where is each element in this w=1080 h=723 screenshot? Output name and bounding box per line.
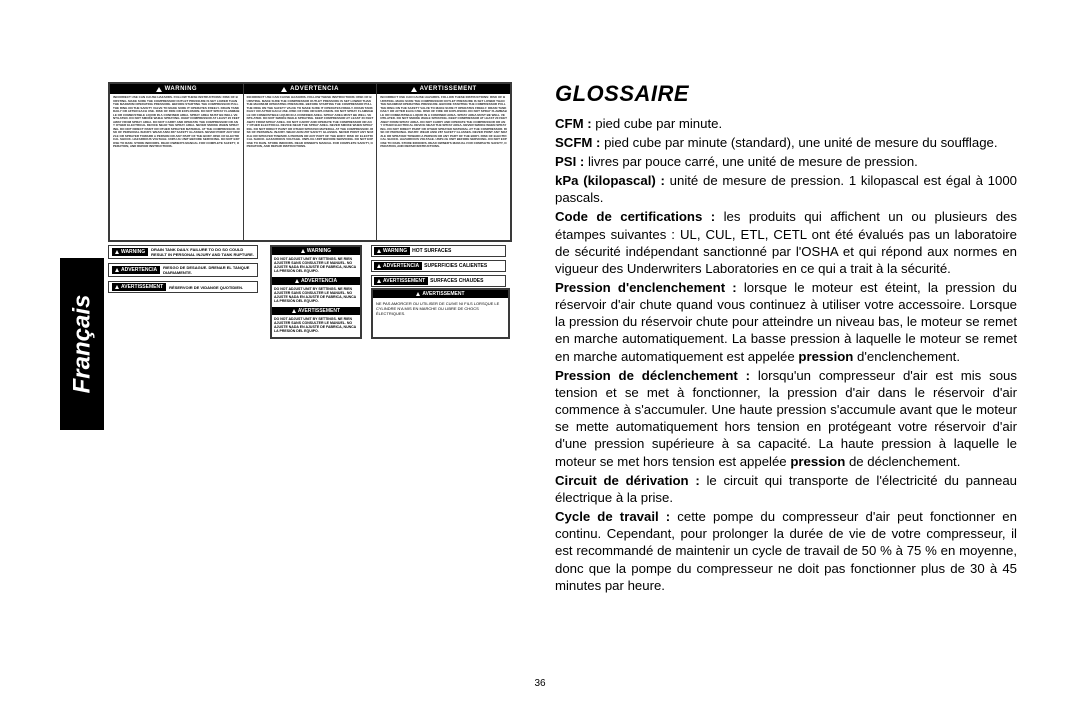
shock-header: AVERTISSEMENT (373, 290, 508, 298)
warning-body-fr: INCORRECT USE CAN CAUSE HAZARDS. FOLLOW … (377, 94, 510, 240)
glossary-entry: PSI : livres par pouce carré, une unité … (555, 153, 1017, 170)
glossary-term: Cycle de travail : (555, 509, 670, 524)
warning-body-es: INCORRECT USE CAN CAUSE HAZARDS. FOLLOW … (244, 94, 377, 240)
glossary-term: SCFM : (555, 135, 600, 150)
page: Français WARNING INCORRECT USE CAN CAUSE… (0, 0, 1080, 723)
glossary-term: Code de certifications : (555, 209, 715, 224)
badge-warning: WARNING (112, 248, 148, 256)
hot-row-fr: AVERTISSEMENT SURFACES CHAUDES (371, 275, 506, 287)
hot-surfaces-labels: WARNING HOT SURFACES ADVERTENCIA SUPERFI… (371, 245, 506, 290)
badge-advertencia: ADVERTENCIA (374, 262, 422, 270)
glossary-term: CFM : (555, 116, 592, 131)
badge-avertissement: AVERTISSEMENT (112, 283, 166, 291)
warning-body-en: INCORRECT USE CAN CAUSE HAZARDS. FOLLOW … (110, 94, 243, 240)
warning-header-en: WARNING (110, 84, 243, 94)
drain-label-fr: AVERTISSEMENT RÉSERVOIR DE VIDANGE QUOTI… (108, 281, 258, 293)
warning-col-fr: AVERTISSEMENT INCORRECT USE CAN CAUSE HA… (377, 84, 510, 240)
hot-row-en: WARNING HOT SURFACES (371, 245, 506, 257)
shock-label: AVERTISSEMENT NE PAS AMORCER OU UTILISER… (371, 288, 510, 339)
badge-avertissement: AVERTISSEMENT (374, 277, 428, 285)
glossary: GLOSSAIRE CFM : pied cube par minute. SCF… (555, 80, 1017, 596)
page-number: 36 (0, 678, 1080, 689)
language-tab-label: Français (68, 295, 96, 394)
adjust-header-fr: AVERTISSEMENT (272, 307, 360, 315)
glossary-entry: Code de certifications : les produits qu… (555, 208, 1017, 277)
glossary-term: Pression d'enclenchement : (555, 280, 737, 295)
warning-label-large: WARNING INCORRECT USE CAN CAUSE HAZARDS.… (108, 82, 512, 242)
warning-header-es: ADVERTENCIA (244, 84, 377, 94)
glossary-entry: Pression de déclenchement : lorsqu'un co… (555, 367, 1017, 470)
hot-row-es: ADVERTENCIA SUPERFICIES CALIENTES (371, 260, 506, 272)
glossary-entry: CFM : pied cube par minute. (555, 115, 1017, 132)
glossary-entry: kPa (kilopascal) : unité de mesure de pr… (555, 172, 1017, 206)
glossary-term: Circuit de dérivation : (555, 473, 700, 488)
drain-label-en: WARNING DRAIN TANK DAILY. FAILURE TO DO … (108, 245, 258, 259)
glossary-title: GLOSSAIRE (555, 80, 1017, 109)
adjust-header-en: WARNING (272, 247, 360, 255)
adjust-header-es: ADVERTENCIA (272, 277, 360, 285)
glossary-entry: SCFM : pied cube par minute (standard), … (555, 134, 1017, 151)
badge-warning: WARNING (374, 247, 410, 255)
glossary-term: kPa (kilopascal) : (555, 173, 665, 188)
warning-col-es: ADVERTENCIA INCORRECT USE CAN CAUSE HAZA… (244, 84, 378, 240)
warning-header-fr: AVERTISSEMENT (377, 84, 510, 94)
glossary-entry: Pression d'enclenchement : lorsque le mo… (555, 279, 1017, 365)
warning-col-en: WARNING INCORRECT USE CAN CAUSE HAZARDS.… (110, 84, 244, 240)
glossary-term: Pression de déclenchement : (555, 368, 750, 383)
drain-label-es: ADVERTENCIA RIESGO DE DESAGUE. DRENAR EL… (108, 263, 258, 277)
glossary-term: PSI : (555, 154, 584, 169)
glossary-entry: Cycle de travail : cette pompe du compre… (555, 508, 1017, 594)
drain-labels: WARNING DRAIN TANK DAILY. FAILURE TO DO … (108, 245, 258, 297)
glossary-entry: Circuit de dérivation : le circuit qui t… (555, 472, 1017, 506)
language-tab: Français (60, 258, 104, 430)
badge-advertencia: ADVERTENCIA (112, 266, 160, 274)
adjust-label: WARNING DO NOT ADJUST UNIT BY SETTINGS. … (270, 245, 362, 339)
